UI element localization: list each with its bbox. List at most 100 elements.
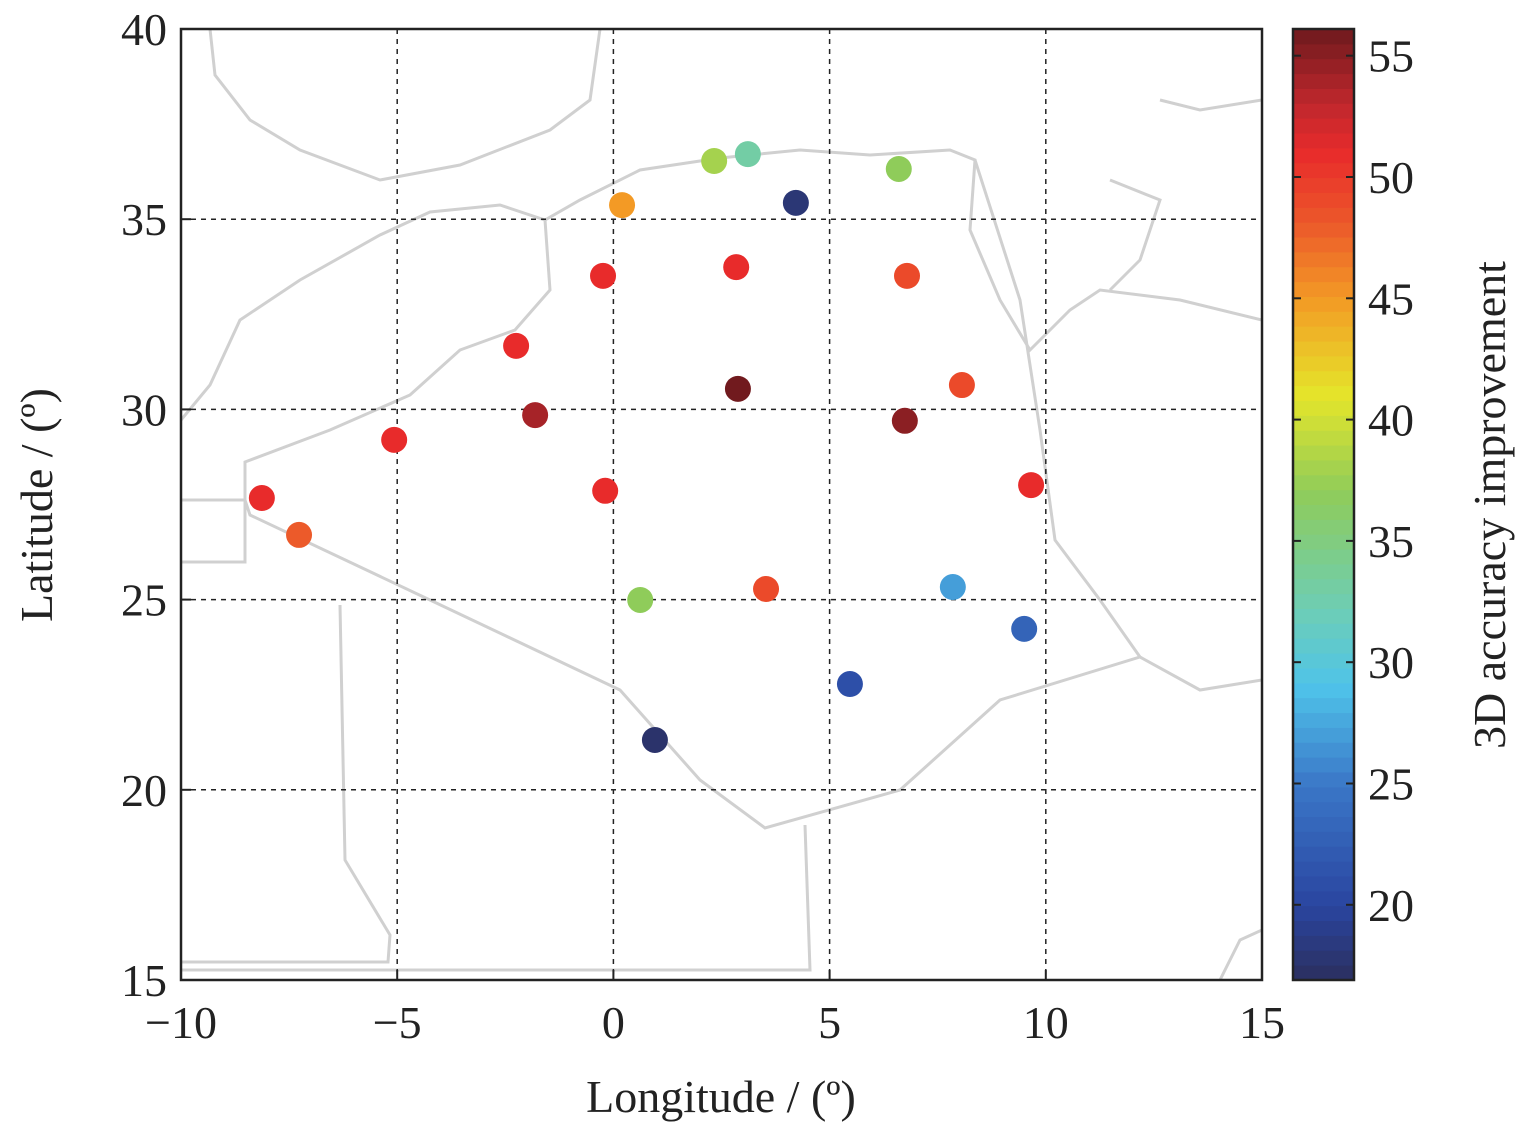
colorbar-swatch [1293, 222, 1354, 238]
colorbar-swatch [1293, 43, 1354, 60]
colorbar-swatch [1293, 118, 1354, 134]
x-tick-label: 5 [818, 997, 841, 1048]
colorbar-swatch [1293, 58, 1354, 75]
colorbar-swatch [1293, 311, 1354, 327]
colorbar-swatch [1293, 400, 1354, 416]
colorbar-tick-label: 40 [1368, 395, 1414, 446]
colorbar-swatch [1293, 207, 1354, 223]
colorbar-swatch [1293, 430, 1354, 446]
station-point [609, 192, 636, 219]
colorbar-swatch [1293, 623, 1354, 639]
colorbar-swatch [1293, 875, 1354, 892]
colorbar-swatch [1293, 133, 1354, 149]
colorbar-swatch [1293, 296, 1354, 312]
station-point [782, 189, 809, 216]
colorbar-swatch [1293, 905, 1354, 922]
x-axis-label: Longitude / (º) [586, 1071, 856, 1122]
colorbar-tick-label: 35 [1368, 516, 1414, 567]
station-point [891, 407, 918, 434]
colorbar-swatch [1293, 578, 1354, 595]
map [181, 29, 1262, 980]
station-point [641, 726, 668, 753]
colorbar-swatch [1293, 638, 1354, 654]
colorbar-swatch [1293, 712, 1354, 728]
colorbar-swatch [1293, 489, 1354, 505]
colorbar-swatch [1293, 861, 1354, 877]
colorbar-swatch [1293, 890, 1354, 907]
border [181, 824, 812, 972]
station-point [734, 141, 761, 168]
colorbar-swatch [1293, 801, 1354, 818]
colorbar-swatch [1293, 281, 1354, 297]
station-point [1018, 472, 1045, 499]
colorbar-swatch [1293, 549, 1354, 565]
colorbar-swatch [1293, 608, 1354, 624]
colorbar-swatch [1293, 950, 1354, 966]
colorbar-tick-label: 25 [1368, 758, 1414, 809]
colorbar-swatch [1293, 563, 1354, 580]
colorbar-swatch [1293, 920, 1354, 936]
colorbar-swatch [1293, 846, 1354, 862]
colorbar-swatch [1293, 519, 1354, 535]
colorbar-swatch [1293, 162, 1354, 179]
station-point [893, 262, 920, 289]
colorbar-swatch [1293, 415, 1354, 431]
station-point [286, 521, 313, 548]
coastline [208, 29, 602, 182]
station-point [724, 375, 751, 402]
coastline [1108, 178, 1162, 292]
y-tick-label: 30 [121, 384, 167, 435]
station-point [753, 575, 780, 602]
y-tick-label: 25 [121, 575, 167, 626]
station-point [885, 155, 912, 182]
station-point [723, 254, 750, 281]
colorbar-swatch [1293, 326, 1354, 342]
border [973, 159, 1142, 658]
coastline [181, 148, 1262, 421]
station-point [592, 477, 619, 504]
station-point [590, 262, 617, 289]
station-point [701, 147, 728, 174]
colorbar-swatch [1293, 667, 1354, 684]
plot-frame [179, 27, 1264, 982]
colorbar-swatch [1293, 459, 1354, 476]
colorbar-tick-label: 45 [1368, 273, 1414, 324]
coastline [1159, 98, 1262, 112]
y-tick-label: 40 [121, 4, 167, 55]
colorbar-tick-label: 50 [1368, 152, 1414, 203]
colorbar-tick-label: 30 [1368, 637, 1414, 688]
x-tick-label: 10 [1023, 997, 1069, 1048]
colorbar-swatch [1293, 29, 1354, 45]
colorbar-swatch [1293, 445, 1354, 461]
colorbar-swatch [1293, 831, 1354, 847]
colorbar-swatch [1293, 341, 1354, 357]
border [181, 498, 1262, 830]
y-tick-label: 15 [121, 955, 167, 1006]
colorbar-swatch [1293, 370, 1354, 387]
x-tick-label: −10 [145, 997, 217, 1048]
colorbar-swatch [1293, 593, 1354, 610]
station-point [939, 574, 966, 601]
colorbar-swatch [1293, 965, 1354, 981]
colorbar-swatch [1293, 103, 1354, 119]
station-point [1011, 615, 1038, 642]
colorbar-swatch [1293, 935, 1354, 951]
colorbar-swatch [1293, 786, 1354, 803]
colorbar-swatch [1293, 504, 1354, 520]
colorbar-swatch [1293, 534, 1354, 550]
x-tick-label: −5 [373, 997, 422, 1048]
border [181, 219, 552, 564]
border [181, 604, 392, 964]
x-tick-label: 0 [602, 997, 625, 1048]
station-point [948, 372, 975, 399]
coastline [1218, 928, 1262, 980]
station-point [381, 426, 408, 453]
colorbar-swatch [1293, 697, 1354, 714]
station-point [836, 671, 863, 698]
y-tick-label: 35 [121, 194, 167, 245]
colorbar-swatch [1293, 177, 1354, 193]
colorbar-swatch [1293, 192, 1354, 208]
colorbar-swatch [1293, 682, 1354, 699]
station-point [503, 332, 530, 359]
colorbar-swatch [1293, 757, 1354, 773]
